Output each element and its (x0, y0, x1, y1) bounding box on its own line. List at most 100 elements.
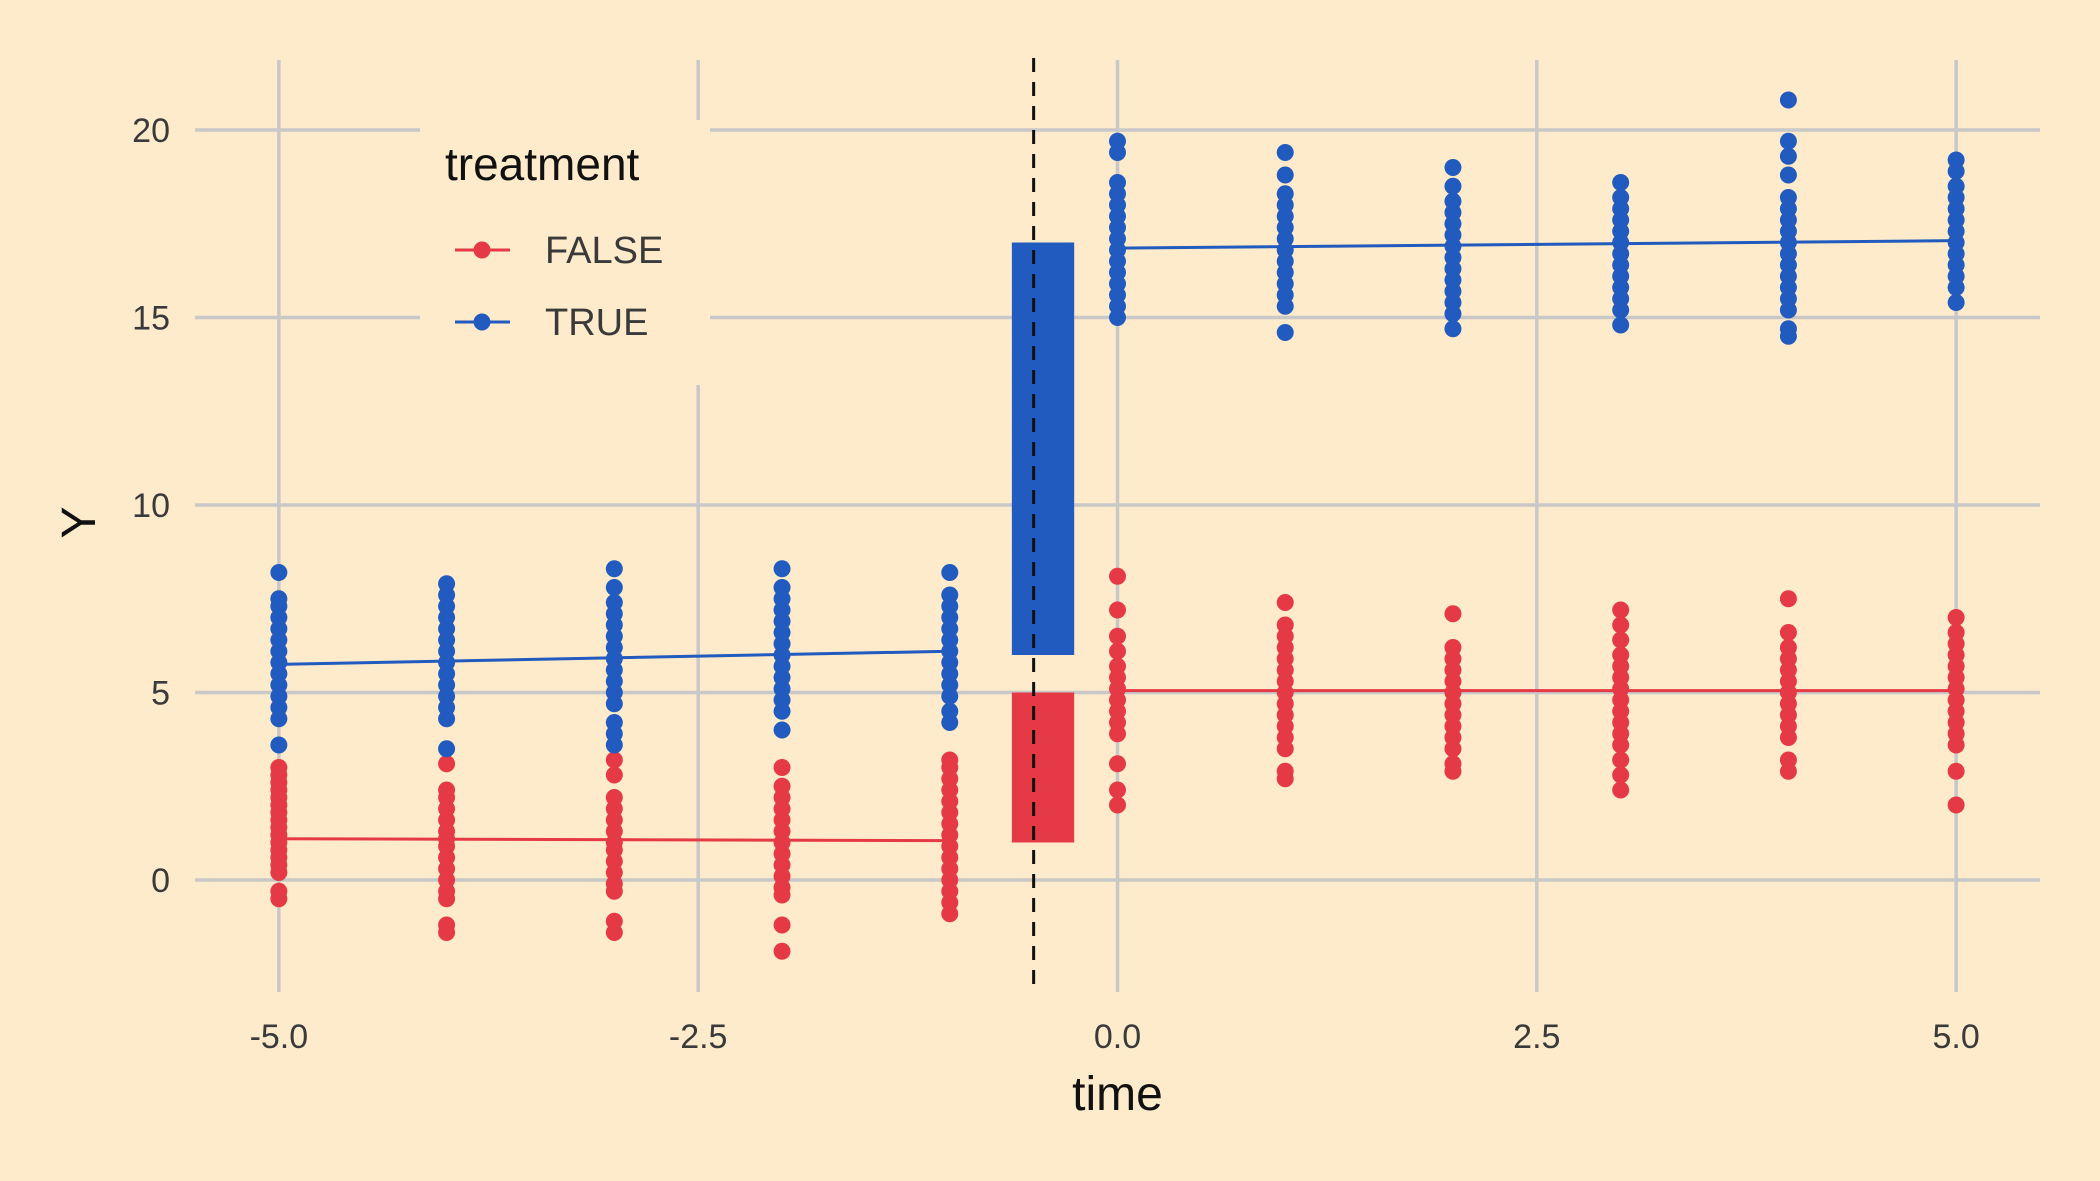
point-true (773, 721, 791, 739)
point-false (1612, 751, 1630, 769)
point-true (605, 560, 623, 578)
point-true (438, 575, 456, 593)
point-false (1947, 796, 1965, 814)
point-false (1779, 590, 1797, 608)
legend-background (420, 120, 710, 385)
x-tick-label: -2.5 (669, 1018, 728, 1056)
point-true (941, 564, 959, 581)
point-false (1276, 762, 1294, 780)
point-false (438, 916, 456, 934)
y-tick-label: 10 (132, 487, 170, 525)
y-tick-label: 5 (151, 675, 170, 713)
point-true (605, 579, 623, 596)
point-true (1444, 320, 1462, 338)
point-true (941, 702, 959, 720)
point-false (605, 912, 623, 930)
y-axis-title: Y (53, 506, 106, 538)
point-false (1444, 755, 1462, 773)
point-false (1109, 567, 1126, 585)
point-false (270, 882, 288, 900)
point-false (1109, 601, 1126, 619)
point-true (773, 560, 791, 578)
point-true (773, 579, 791, 596)
point-false (270, 759, 288, 776)
point-false (605, 751, 623, 769)
x-tick-label: 5.0 (1933, 1018, 1980, 1056)
y-tick-label: 0 (151, 862, 170, 900)
point-true (1612, 189, 1630, 206)
legend: treatment FALSE TRUE (420, 120, 710, 385)
point-true (270, 590, 288, 608)
legend-title: treatment (445, 138, 640, 190)
x-tick-label: -5.0 (250, 1018, 309, 1056)
point-false (773, 759, 791, 776)
point-false (1947, 762, 1965, 780)
point-false (1276, 616, 1294, 634)
point-false (1109, 796, 1126, 814)
point-true (1612, 174, 1630, 191)
point-true (1109, 174, 1126, 191)
point-true (1276, 185, 1294, 203)
point-false (1612, 646, 1630, 664)
legend-label-true: TRUE (545, 302, 648, 344)
point-false (1947, 624, 1965, 641)
y-tick-label: 20 (132, 112, 170, 150)
point-false (1276, 594, 1294, 611)
x-axis-title: time (1072, 1068, 1163, 1121)
point-false (773, 916, 791, 934)
point-false (438, 755, 456, 773)
point-true (1444, 192, 1462, 210)
point-false (1109, 657, 1126, 675)
point-true (1779, 147, 1797, 165)
point-false (1947, 609, 1965, 626)
point-true (1947, 177, 1965, 195)
point-true (605, 594, 623, 611)
point-false (1109, 755, 1126, 773)
point-false (1612, 631, 1630, 649)
point-true (270, 736, 288, 754)
point-false (773, 777, 791, 795)
point-false (1612, 601, 1630, 619)
point-true (1947, 294, 1965, 311)
trend-line-true (1117, 239, 1957, 250)
point-false (941, 751, 959, 769)
point-true (270, 564, 288, 581)
point-false (1779, 639, 1797, 656)
x-tick-label: 2.5 (1513, 1018, 1560, 1056)
point-true (1444, 177, 1462, 195)
bar-true (1011, 242, 1075, 655)
point-true (1947, 151, 1965, 169)
point-true (1779, 91, 1797, 109)
point-true (605, 714, 623, 731)
point-false (1612, 616, 1630, 634)
point-false (605, 766, 623, 784)
y-tick-label: 15 (132, 300, 170, 338)
point-true (1612, 316, 1630, 334)
points-layer (270, 91, 1965, 960)
point-true (1276, 324, 1294, 341)
legend-key-point-true (473, 313, 491, 331)
point-true (1444, 159, 1462, 176)
point-false (1109, 627, 1126, 645)
point-false (438, 781, 456, 799)
point-true (1779, 320, 1797, 338)
bar-false (1011, 692, 1075, 843)
point-true (941, 586, 959, 604)
point-false (1779, 624, 1797, 641)
point-true (1276, 166, 1294, 184)
bars-layer (1011, 242, 1075, 843)
point-true (438, 740, 456, 758)
point-true (1779, 166, 1797, 184)
point-false (773, 942, 791, 960)
x-tick-labels: -5.0 -2.5 0.0 2.5 5.0 (250, 1018, 1980, 1056)
point-false (1612, 766, 1630, 784)
y-tick-labels: 0 5 10 15 20 (132, 112, 170, 900)
point-false (1109, 781, 1126, 799)
legend-label-false: FALSE (545, 230, 663, 272)
point-false (1444, 639, 1462, 656)
point-false (1612, 781, 1630, 799)
x-tick-label: 0.0 (1094, 1018, 1141, 1056)
point-false (1444, 605, 1462, 623)
point-true (1109, 132, 1126, 150)
